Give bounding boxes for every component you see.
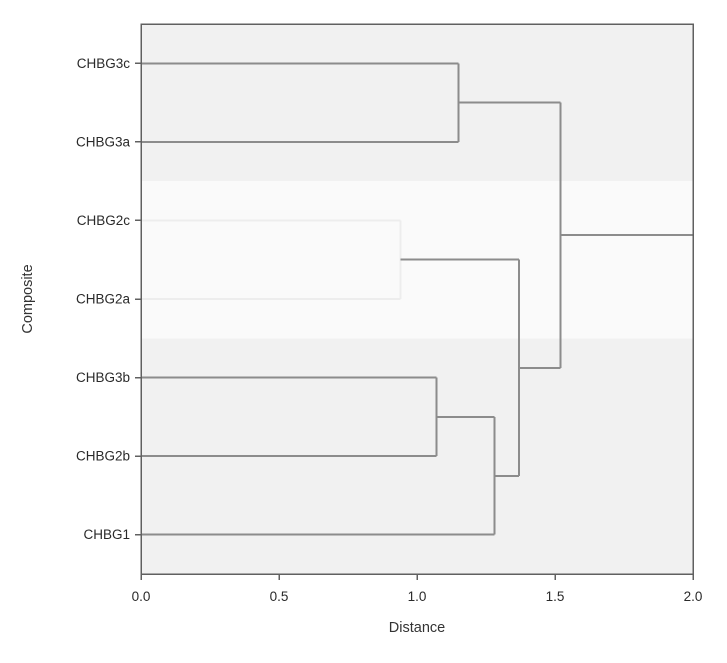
x-tick-label: 1.0: [408, 589, 427, 604]
x-tick-label: 2.0: [684, 589, 703, 604]
axis-ticks-layer: [135, 62, 694, 580]
leaf-label-CHBG3b: CHBG3b: [76, 370, 130, 385]
x-tick-label: 1.5: [546, 589, 565, 604]
leaf-label-CHBG2c: CHBG2c: [77, 213, 131, 228]
axis-labels-layer: 0.0 0.5 1.0 1.5 2.0 CHBG3c CHBG3a CHBG2c CHBG2a C…: [76, 56, 702, 604]
leaf-label-CHBG2a: CHBG2a: [76, 292, 131, 307]
leaf-label-CHBG3a: CHBG3a: [76, 134, 131, 149]
leaf-label-CHBG2b: CHBG2b: [76, 449, 130, 464]
x-tick-label: 0.0: [132, 589, 151, 604]
cluster-band: [141, 24, 693, 182]
x-tick-label: 0.5: [270, 589, 289, 604]
dendrogram-lines-layer: [141, 62, 693, 536]
x-axis-label: Distance: [389, 620, 445, 636]
y-axis-label: Composite: [20, 264, 36, 333]
leaf-label-CHBG3c: CHBG3c: [77, 56, 131, 71]
leaf-label-CHBG1: CHBG1: [83, 527, 130, 542]
